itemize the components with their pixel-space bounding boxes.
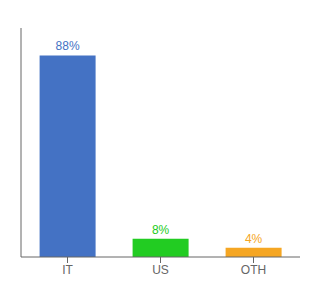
svg-text:88%: 88% <box>56 39 80 53</box>
svg-text:OTH: OTH <box>241 263 266 277</box>
svg-text:4%: 4% <box>245 232 263 246</box>
svg-text:8%: 8% <box>152 223 170 237</box>
svg-text:IT: IT <box>62 263 73 277</box>
svg-text:US: US <box>152 263 169 277</box>
